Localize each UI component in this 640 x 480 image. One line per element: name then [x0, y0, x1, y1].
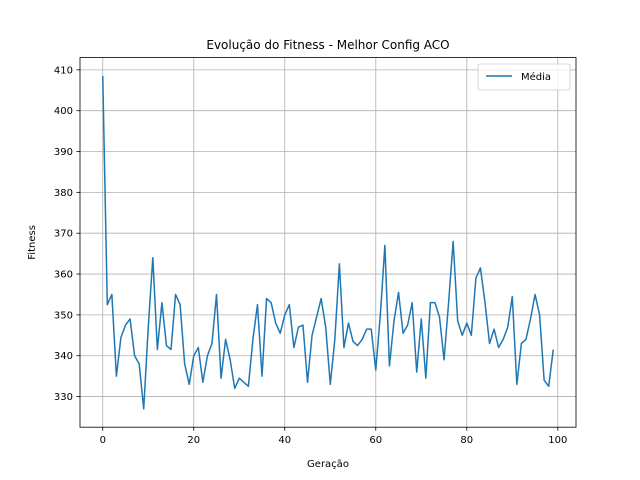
x-axis-label: Geração: [307, 459, 349, 470]
x-tick-label: 60: [369, 435, 382, 446]
legend-box: [477, 63, 571, 91]
y-tick-label: 400: [54, 106, 73, 117]
x-tick-label: 0: [100, 435, 106, 446]
y-tick-label: 370: [54, 229, 73, 240]
legend: Média: [477, 63, 571, 91]
axis-ticks: 0 20 40 60 80 100 330 340 350 360 370 380 390 400 410: [54, 65, 567, 446]
chart-title: Evolução do Fitness - Melhor Config ACO: [206, 38, 449, 52]
y-tick-label: 410: [54, 65, 73, 76]
y-tick-label: 390: [54, 147, 73, 158]
x-tick-label: 80: [460, 435, 473, 446]
x-tick-label: 40: [278, 435, 291, 446]
legend-label: Média: [521, 71, 551, 83]
series-line-media: [102, 75, 554, 410]
y-tick-label: 360: [54, 270, 73, 281]
y-tick-label: 350: [54, 310, 73, 321]
series-layer: [102, 75, 554, 410]
y-axis-label: Fitness: [27, 225, 38, 260]
plot-frame: [79, 57, 577, 428]
x-tick-label: 100: [548, 435, 567, 446]
y-tick-label: 380: [54, 188, 73, 199]
x-tick-label: 20: [187, 435, 200, 446]
y-tick-label: 330: [54, 392, 73, 403]
y-tick-label: 340: [54, 351, 73, 362]
grid: [80, 57, 576, 428]
